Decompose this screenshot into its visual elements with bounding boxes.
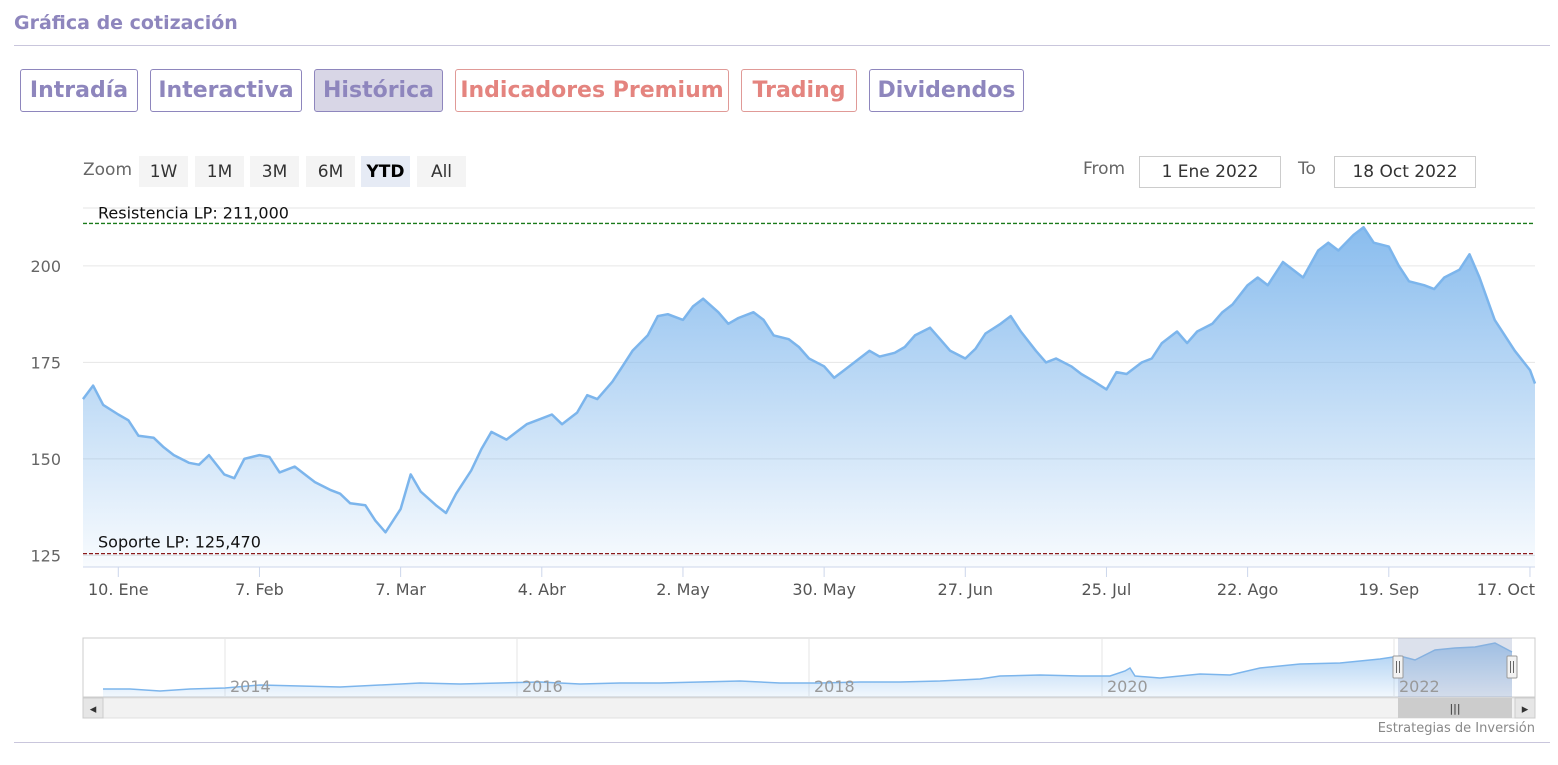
tab-trading[interactable]: Trading: [741, 69, 857, 112]
x-tick-label: 7. Mar: [375, 580, 426, 599]
navigator-right-handle[interactable]: [1506, 655, 1518, 679]
tab-dividendos[interactable]: Dividendos: [869, 69, 1024, 112]
x-tick-label: 19. Sep: [1358, 580, 1419, 599]
scrollbar-thumb[interactable]: [1398, 698, 1512, 718]
tab-interactiva[interactable]: Interactiva: [150, 69, 302, 112]
y-tick-label: 175: [30, 353, 61, 372]
x-tick-label: 17. Oct: [1477, 580, 1535, 599]
title-divider: [14, 45, 1550, 46]
resistance-label: Resistencia LP: 211,000: [98, 203, 289, 222]
zoom-ytd-button[interactable]: YTD: [361, 156, 410, 187]
zoom-1w-button[interactable]: 1W: [139, 156, 188, 187]
zoom-6m-button[interactable]: 6M: [306, 156, 355, 187]
scroll-left-button[interactable]: [82, 697, 104, 719]
navigator-area: [103, 643, 1512, 697]
x-tick-label: 2. May: [656, 580, 709, 599]
scrollbar-grip: |||: [1449, 702, 1460, 715]
scroll-right-button[interactable]: [1514, 697, 1536, 719]
credit-text: Estrategias de Inversión: [1377, 721, 1535, 736]
to-date-input[interactable]: 18 Oct 2022: [1334, 156, 1476, 188]
navigator-year-label: 2018: [814, 677, 855, 696]
main-plot-area: 125 150 175 200 Resistencia LP: 211,000 Sopor…: [30, 203, 1537, 599]
zoom-1m-button[interactable]: 1M: [195, 156, 244, 187]
y-tick-label: 150: [30, 450, 61, 469]
zoom-label: Zoom: [83, 160, 133, 180]
y-tick-label: 125: [30, 546, 61, 565]
navigator-line: [103, 642, 1513, 692]
x-tick-label: 22. Ago: [1217, 580, 1278, 599]
support-label: Soporte LP: 125,470: [98, 533, 261, 552]
x-tick-label: 27. Jun: [938, 580, 994, 599]
from-date-input[interactable]: 1 Ene 2022: [1139, 156, 1281, 188]
page-title: Gráfica de cotización: [14, 12, 238, 34]
navigator-year-label: 2022: [1399, 677, 1440, 696]
series-line: [81, 226, 1537, 534]
navigator-year-label: 2020: [1107, 677, 1148, 696]
navigator-year-label: 2014: [230, 677, 271, 696]
scroll-right-arrow-icon: ▸: [1522, 702, 1529, 717]
navigator-left-handle[interactable]: [1392, 655, 1404, 679]
zoom-all-button[interactable]: All: [417, 156, 466, 187]
navigator[interactable]: 2014 2016 2018 2020 2022 ||| ◂ ▸: [82, 637, 1536, 719]
x-tick-label: 30. May: [792, 580, 856, 599]
tab-indicadores-premium[interactable]: Indicadores Premium: [455, 69, 729, 112]
x-tick-label: 7. Feb: [235, 580, 284, 599]
zoom-3m-button[interactable]: 3M: [250, 156, 299, 187]
tab-historica[interactable]: Histórica: [314, 69, 443, 112]
navigator-year-label: 2016: [522, 677, 563, 696]
bottom-divider: [14, 742, 1550, 743]
y-tick-label: 200: [30, 257, 61, 276]
tab-intradia[interactable]: Intradía: [20, 69, 138, 112]
x-tick-label: 25. Jul: [1082, 580, 1132, 599]
scrollbar-track: [82, 697, 1536, 719]
series-area: [83, 227, 1535, 568]
scroll-left-arrow-icon: ◂: [90, 702, 97, 717]
to-label: To: [1298, 159, 1316, 179]
navigator-selected-range: [1398, 638, 1512, 697]
from-label: From: [1083, 159, 1126, 179]
x-tick-label: 4. Abr: [518, 580, 566, 599]
x-tick-label: 10. Ene: [88, 580, 149, 599]
